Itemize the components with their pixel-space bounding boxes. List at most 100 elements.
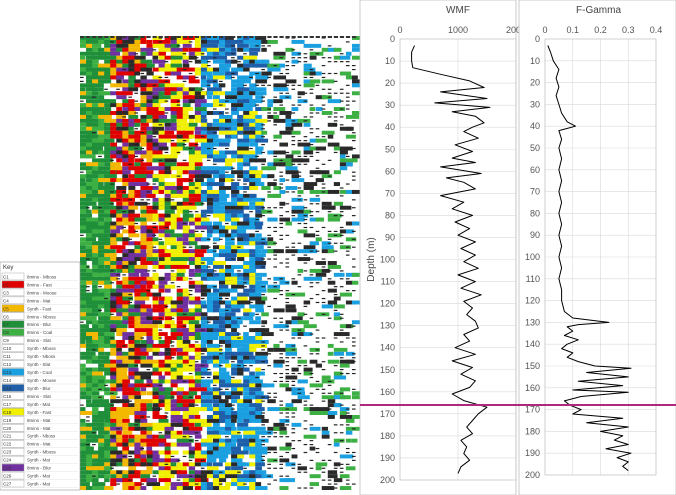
key-label: Synth - Mat <box>27 474 51 479</box>
mosaic-cell <box>104 411 115 415</box>
mosaic-cell <box>140 257 147 262</box>
mosaic-cell <box>237 264 246 269</box>
mosaic-cell <box>267 217 278 222</box>
mosaic-cell <box>92 475 96 477</box>
mosaic-cell <box>237 426 248 431</box>
mosaic-cell <box>249 280 261 285</box>
mosaic-cell <box>261 75 269 80</box>
mosaic-header-mark <box>279 36 284 38</box>
mosaic-cell <box>128 391 143 396</box>
mosaic-cell <box>170 245 182 250</box>
mosaic-cell <box>243 367 250 372</box>
mosaic-cell <box>303 407 314 412</box>
mosaic-cell <box>206 321 211 323</box>
mosaic-cell <box>86 193 93 198</box>
mosaic-cell <box>122 375 131 380</box>
mosaic-cell <box>225 446 237 451</box>
mosaic-cell <box>206 91 218 96</box>
mosaic-cell <box>219 261 227 265</box>
mosaic-cell <box>231 122 242 127</box>
mosaic-cell <box>128 351 136 356</box>
mosaic-cell <box>267 436 271 438</box>
mosaic-cell <box>146 138 158 143</box>
mosaic-cell <box>267 211 271 213</box>
mosaic-cell <box>152 395 161 400</box>
mosaic-cell <box>92 308 102 313</box>
mosaic-cell <box>188 280 200 285</box>
mosaic-cell <box>188 203 193 205</box>
mosaic-cell <box>297 187 302 189</box>
mosaic-cell <box>315 237 322 242</box>
mosaic-cell <box>176 336 183 340</box>
mosaic-header-mark <box>86 36 91 38</box>
mosaic-cell <box>237 371 244 376</box>
mosaic-cell <box>86 249 94 254</box>
mosaic-cell <box>273 479 278 481</box>
mosaic-cell <box>261 84 265 86</box>
mosaic-cell <box>80 189 91 194</box>
mosaic-cell <box>273 140 278 142</box>
mosaic-cell <box>212 91 219 96</box>
mosaic-cell <box>279 349 284 351</box>
mosaic-cell <box>237 43 245 48</box>
mosaic-cell <box>249 292 257 297</box>
mosaic-cell <box>249 91 256 96</box>
mosaic-cell <box>285 122 295 127</box>
mosaic-cell <box>98 367 106 372</box>
mosaic-cell <box>182 292 191 297</box>
mosaic-cell <box>152 178 160 183</box>
mosaic-cell <box>297 163 302 165</box>
mosaic-cell <box>158 229 167 234</box>
mosaic-cell <box>200 170 209 175</box>
mosaic-cell <box>243 292 255 297</box>
mosaic-cell <box>110 59 117 64</box>
mosaic-cell <box>122 241 131 246</box>
mosaic-cell <box>188 61 193 63</box>
mosaic-cell <box>188 134 195 139</box>
mosaic-cell <box>86 207 90 209</box>
mosaic-cell <box>345 51 352 56</box>
mosaic-cell <box>255 218 259 221</box>
mosaic-cell <box>140 59 153 64</box>
mosaic-cell <box>122 68 126 71</box>
mosaic-cell <box>152 87 161 92</box>
mosaic-cell <box>170 111 183 115</box>
y-tick-label: 70 <box>530 187 540 197</box>
mosaic-cell <box>231 264 241 269</box>
mosaic-cell <box>231 213 240 218</box>
mosaic-cell <box>327 175 332 177</box>
mosaic-cell <box>243 95 253 100</box>
mosaic-cell <box>206 482 214 487</box>
mosaic-cell <box>128 395 139 400</box>
mosaic-cell <box>333 92 338 94</box>
mosaic-cell <box>194 39 201 44</box>
mosaic-cell <box>134 379 144 384</box>
mosaic-cell <box>249 383 256 388</box>
mosaic-cell <box>231 189 240 194</box>
mosaic-cell <box>188 475 193 477</box>
mosaic-cell <box>140 332 149 337</box>
mosaic-cell <box>116 450 126 455</box>
mosaic-cell <box>104 209 111 214</box>
mosaic-cell <box>315 107 323 112</box>
mosaic-cell <box>92 444 96 446</box>
mosaic-cell <box>279 426 287 431</box>
mosaic-cell <box>194 434 202 439</box>
mosaic-header-mark <box>255 36 260 38</box>
mosaic-cell <box>86 395 92 400</box>
mosaic-cell <box>170 63 183 68</box>
mosaic-cell <box>345 246 350 248</box>
mosaic-cell <box>152 36 162 40</box>
mosaic-cell <box>200 166 213 171</box>
mosaic-cell <box>128 126 134 131</box>
mosaic-cell <box>146 253 157 258</box>
mosaic-cell <box>86 258 90 260</box>
mosaic-cell <box>206 201 218 206</box>
mosaic-cell <box>164 221 172 226</box>
mosaic-cell <box>182 403 190 408</box>
mosaic-cell <box>86 146 98 151</box>
mosaic-cell <box>164 430 173 435</box>
mosaic-cell <box>273 372 278 375</box>
mosaic-cell <box>231 111 240 115</box>
mosaic-cell <box>297 379 308 384</box>
